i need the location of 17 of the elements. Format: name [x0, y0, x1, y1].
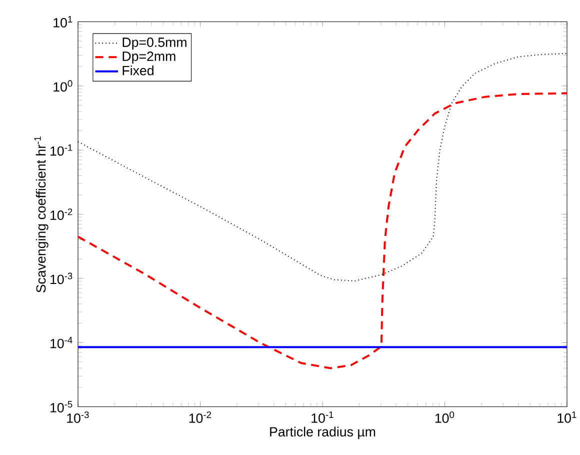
- y-tick-label: 10$^{-4}$: [50, 336, 72, 348]
- y-tick-label: 10$^{-5}$: [50, 401, 72, 412]
- y-tick-label: 10$^{0}$: [54, 80, 72, 92]
- x-tick-label: 10$^{1}$: [558, 411, 576, 423]
- y-tick-label: 10$^{-1}$: [50, 144, 72, 156]
- x-axis-title: Particle radius µm: [270, 426, 376, 440]
- legend-label: Fixed: [122, 66, 154, 76]
- x-tick-label: 10$^{-3}$: [67, 411, 89, 423]
- y-tick-label: 10$^{-2}$: [50, 208, 72, 220]
- y-tick-label: 10$^{-3}$: [50, 272, 72, 284]
- x-tick-label: 10$^{-2}$: [189, 411, 212, 423]
- y-axis-title: Scavenging coefficient hr$^{-1}$: [34, 136, 48, 292]
- legend-label: Dp=0.5mm: [122, 38, 186, 50]
- x-tick-label: 10$^{0}$: [435, 411, 454, 423]
- x-tick-label: 10$^{-1}$: [312, 411, 334, 423]
- y-tick-label: 10$^{1}$: [54, 16, 72, 28]
- legend-label: Dp=2mm: [122, 52, 176, 64]
